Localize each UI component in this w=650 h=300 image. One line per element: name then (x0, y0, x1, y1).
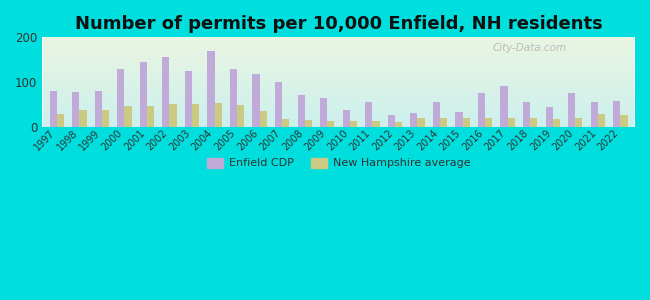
Bar (591, 102, 598, 127)
Bar (140, 62, 147, 127)
Bar (365, 102, 372, 127)
Bar (275, 82, 282, 127)
Bar (508, 118, 515, 127)
Bar (95, 91, 102, 127)
Bar (395, 122, 402, 127)
Legend: Enfield CDP, New Hampshire average: Enfield CDP, New Hampshire average (202, 153, 474, 173)
Bar (456, 112, 463, 127)
Bar (530, 118, 538, 127)
Bar (433, 102, 440, 127)
Bar (613, 101, 620, 127)
Bar (387, 116, 395, 127)
Bar (500, 85, 508, 127)
Bar (252, 74, 259, 127)
Bar (57, 114, 64, 127)
Bar (552, 118, 560, 127)
Bar (162, 57, 170, 127)
Bar (575, 118, 582, 127)
Bar (298, 95, 305, 127)
Bar (102, 110, 109, 127)
Bar (214, 103, 222, 127)
Bar (305, 120, 312, 127)
Bar (545, 107, 552, 127)
Bar (410, 113, 417, 127)
Bar (463, 118, 470, 127)
Bar (72, 92, 79, 127)
Bar (230, 69, 237, 127)
Bar (79, 110, 86, 127)
Bar (620, 116, 627, 127)
Bar (192, 104, 200, 127)
Bar (440, 118, 447, 127)
Bar (343, 110, 350, 127)
Bar (207, 51, 214, 127)
Bar (237, 105, 244, 127)
Bar (259, 111, 267, 127)
Bar (328, 121, 335, 127)
Bar (372, 121, 380, 127)
Text: City-Data.com: City-Data.com (493, 43, 567, 53)
Bar (282, 118, 289, 127)
Bar (320, 98, 328, 127)
Bar (417, 118, 424, 127)
Bar (170, 104, 177, 127)
Bar (478, 93, 485, 127)
Bar (598, 114, 605, 127)
Bar (350, 121, 357, 127)
Bar (523, 102, 530, 127)
Bar (117, 69, 124, 127)
Bar (124, 106, 131, 127)
Title: Number of permits per 10,000 Enfield, NH residents: Number of permits per 10,000 Enfield, NH… (75, 15, 603, 33)
Bar (568, 93, 575, 127)
Bar (147, 106, 154, 127)
Bar (49, 91, 57, 127)
Bar (185, 71, 192, 127)
Bar (485, 118, 492, 127)
